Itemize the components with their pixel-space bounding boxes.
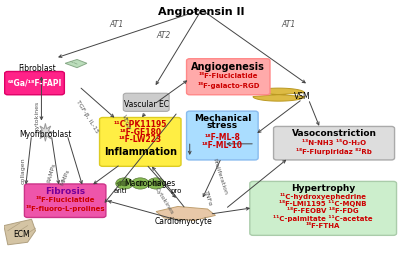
- Text: TGF-β, IL-15: TGF-β, IL-15: [75, 100, 99, 134]
- Text: RAMPs: RAMPs: [46, 163, 56, 184]
- Text: Fibroblast: Fibroblast: [18, 64, 56, 73]
- Text: anti: anti: [114, 188, 127, 194]
- Text: ¹¹C-PK11195: ¹¹C-PK11195: [114, 121, 167, 130]
- Text: ¹⁸F-fluoro-L-prolines: ¹⁸F-fluoro-L-prolines: [25, 205, 105, 213]
- Polygon shape: [116, 181, 120, 186]
- Polygon shape: [156, 206, 216, 221]
- Polygon shape: [38, 123, 53, 141]
- Text: pro: pro: [170, 188, 182, 194]
- Text: Mechanical: Mechanical: [194, 114, 251, 123]
- Text: Fibrosis: Fibrosis: [45, 187, 85, 196]
- Text: VSM: VSM: [294, 92, 311, 101]
- Text: ¹⁸F-FTHA: ¹⁸F-FTHA: [306, 223, 340, 229]
- Circle shape: [116, 178, 133, 189]
- Text: ¹⁸F-Fluciclatide: ¹⁸F-Fluciclatide: [36, 197, 95, 203]
- Polygon shape: [253, 88, 304, 101]
- Text: ¹¹C-palmitate ¹¹C-acetate: ¹¹C-palmitate ¹¹C-acetate: [273, 215, 373, 222]
- FancyBboxPatch shape: [123, 93, 169, 111]
- Text: Vascular EC: Vascular EC: [124, 100, 169, 109]
- Text: ¹¹C-hydroxyephedrine: ¹¹C-hydroxyephedrine: [280, 193, 367, 200]
- Text: Angiogenesis: Angiogenesis: [191, 61, 265, 71]
- Circle shape: [136, 181, 144, 186]
- Text: stress: stress: [207, 121, 238, 130]
- FancyBboxPatch shape: [24, 184, 106, 217]
- Text: VEGF: VEGF: [122, 113, 131, 131]
- Text: Myofibroblast: Myofibroblast: [19, 130, 72, 139]
- Text: ¹⁸F-LMI1195 ¹¹C-MQNB: ¹⁸F-LMI1195 ¹¹C-MQNB: [280, 200, 367, 207]
- Text: AT2: AT2: [157, 31, 171, 40]
- Text: ¹⁸F-ML-10: ¹⁸F-ML-10: [202, 141, 243, 150]
- Text: Vasoconstriction: Vasoconstriction: [292, 129, 376, 138]
- Text: MMPs: MMPs: [60, 168, 71, 186]
- Text: AT1: AT1: [110, 21, 124, 30]
- Text: Inflammation: Inflammation: [104, 147, 177, 157]
- Text: ¹⁸F-FEOBV ¹⁸F-FDG: ¹⁸F-FEOBV ¹⁸F-FDG: [287, 208, 359, 214]
- Polygon shape: [4, 219, 36, 245]
- Text: ¹⁸F-LW223: ¹⁸F-LW223: [119, 135, 162, 144]
- Text: AT1: AT1: [282, 21, 296, 30]
- Text: Proliferation: Proliferation: [211, 158, 228, 196]
- Text: ¹³N-NH3 ¹⁵O-H₂O: ¹³N-NH3 ¹⁵O-H₂O: [302, 140, 366, 146]
- Text: ¹⁸F-galacto-RGD: ¹⁸F-galacto-RGD: [197, 82, 260, 89]
- Text: ¹⁸F-Flurpiridaz ⁸²Rb: ¹⁸F-Flurpiridaz ⁸²Rb: [296, 148, 372, 155]
- Text: Cytokines: Cytokines: [154, 187, 174, 216]
- FancyBboxPatch shape: [100, 117, 181, 166]
- Text: collagen: collagen: [20, 157, 25, 184]
- Text: ¹⁸F-GE180: ¹⁸F-GE180: [119, 127, 161, 136]
- Text: TNFα: TNFα: [203, 190, 212, 207]
- Text: Hypertrophy: Hypertrophy: [291, 184, 355, 193]
- Text: cytokines: cytokines: [35, 101, 40, 131]
- Text: ¹⁸F-Fluciclatide: ¹⁸F-Fluciclatide: [198, 73, 258, 79]
- FancyBboxPatch shape: [250, 181, 396, 235]
- Circle shape: [132, 178, 149, 189]
- Circle shape: [148, 178, 165, 189]
- FancyBboxPatch shape: [274, 126, 394, 160]
- Circle shape: [120, 181, 128, 186]
- Text: Macrophages: Macrophages: [124, 179, 176, 188]
- FancyBboxPatch shape: [5, 71, 64, 95]
- Text: ¹⁸F-ML-8: ¹⁸F-ML-8: [204, 133, 240, 142]
- Polygon shape: [65, 59, 87, 68]
- FancyBboxPatch shape: [186, 59, 270, 95]
- Text: Angiotensin II: Angiotensin II: [158, 7, 245, 17]
- Text: ⁶⁸Ga/¹⁸F-FAPI: ⁶⁸Ga/¹⁸F-FAPI: [7, 79, 62, 88]
- Text: Cardiomyocyte: Cardiomyocyte: [155, 217, 213, 226]
- Circle shape: [152, 181, 160, 186]
- FancyBboxPatch shape: [186, 111, 258, 160]
- Text: ECM: ECM: [13, 230, 30, 239]
